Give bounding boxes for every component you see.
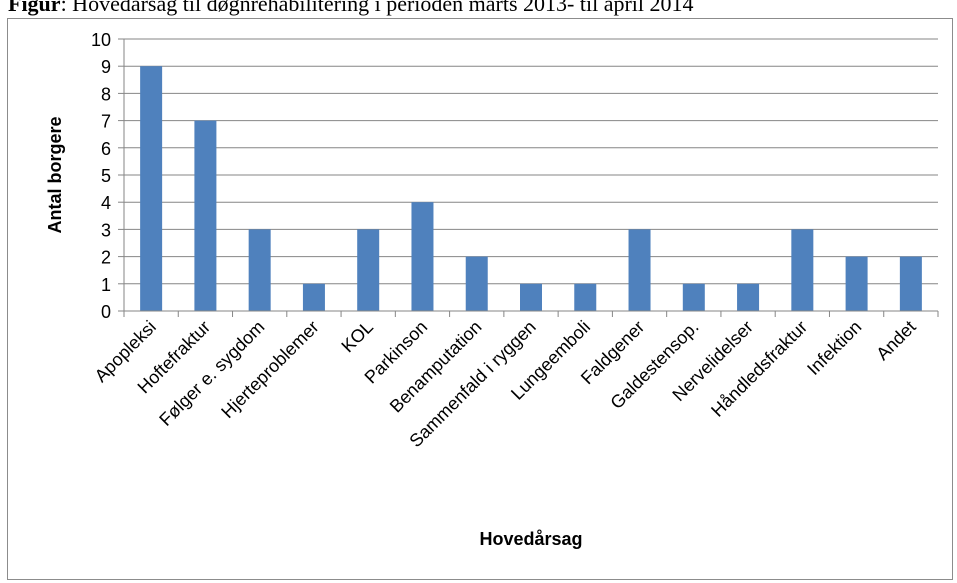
y-tick-label: 1 xyxy=(101,275,111,295)
bar-chart: 0 1 2 3 4 5 6 7 8 9 10 ApopleksiHoftefrakturFølger… xyxy=(45,30,939,549)
bar xyxy=(411,202,434,311)
figure-caption-label: Figur xyxy=(8,0,61,16)
bar xyxy=(682,283,705,311)
bar xyxy=(737,283,760,311)
grid-lines xyxy=(118,38,938,312)
bar xyxy=(899,256,922,311)
bar xyxy=(302,283,325,311)
y-tick-label: 3 xyxy=(101,220,111,240)
y-tick-label: 2 xyxy=(101,248,111,268)
bar xyxy=(791,229,814,311)
y-tick-labels: 0 1 2 3 4 5 6 7 8 9 10 xyxy=(91,30,111,322)
axes xyxy=(123,39,939,317)
y-tick-label: 6 xyxy=(101,139,111,159)
bars xyxy=(140,66,922,311)
x-tick-label: Benamputation xyxy=(386,317,486,417)
bar xyxy=(248,229,271,311)
x-axis-title: Hovedårsag xyxy=(479,529,582,549)
y-tick-label: 9 xyxy=(101,57,111,77)
y-tick-label: 7 xyxy=(101,112,111,132)
chart-frame: 0 1 2 3 4 5 6 7 8 9 10 Apopleksi Hoftefraktur Følger… xyxy=(7,18,953,580)
bar xyxy=(357,229,380,311)
y-tick-label: 4 xyxy=(101,193,111,213)
y-tick-label: 10 xyxy=(91,30,111,50)
figure-caption-text: : Hovedårsag til døgnrehabilitering i pe… xyxy=(60,0,694,16)
y-tick-label: 8 xyxy=(101,84,111,104)
bar xyxy=(465,256,488,311)
x-tick-label: Andet xyxy=(872,317,919,364)
y-axis-title: Antal borgere xyxy=(45,116,65,233)
bar xyxy=(194,120,217,311)
bar xyxy=(845,256,868,311)
bar xyxy=(628,229,651,311)
y-tick-label: 5 xyxy=(101,166,111,186)
bar xyxy=(140,66,163,311)
x-tick-label: Håndledsfraktur xyxy=(707,317,811,421)
x-tick-label: Hjerteproblemer xyxy=(217,317,322,422)
x-tick-label: Infektion xyxy=(803,317,865,379)
bar xyxy=(574,283,597,311)
y-tick-label: 0 xyxy=(101,302,111,322)
figure-caption: Figur: Hovedårsag til døgnrehabilitering… xyxy=(8,0,694,17)
x-tick-label: KOL xyxy=(337,317,377,357)
bar xyxy=(520,283,542,311)
